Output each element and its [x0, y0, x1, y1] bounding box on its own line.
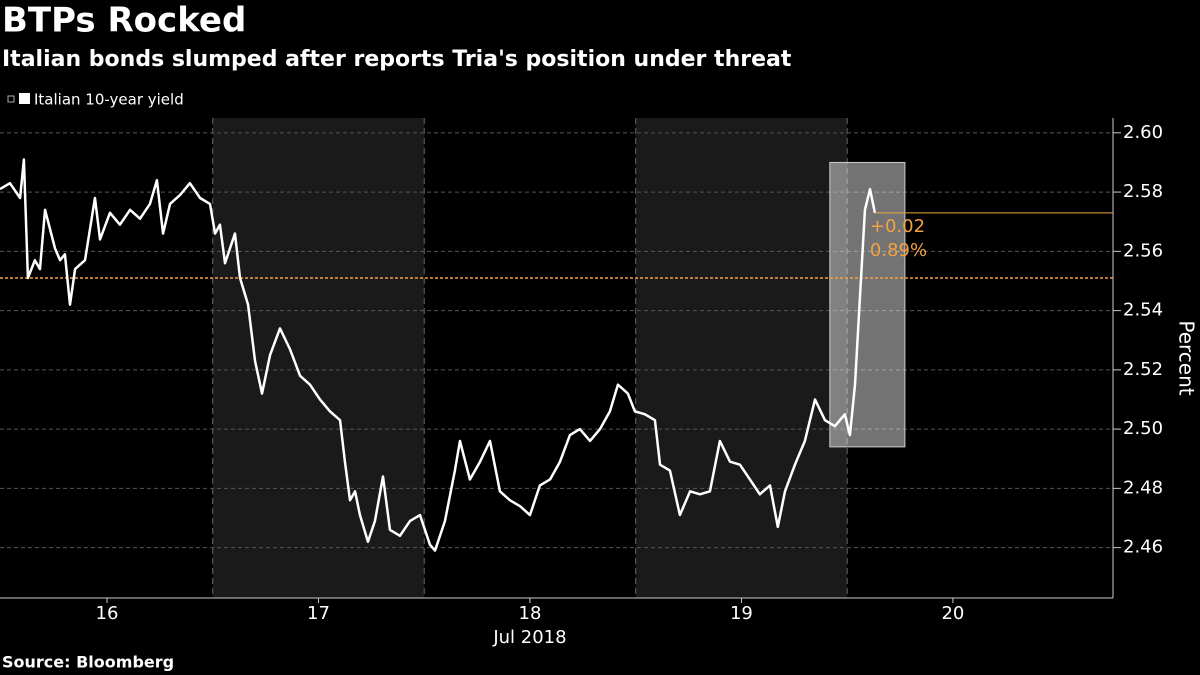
- day-band: [635, 118, 848, 598]
- day-band: [212, 118, 425, 598]
- y-tick-label: 2.58: [1123, 181, 1163, 202]
- legend-toggle: [7, 95, 15, 103]
- x-axis-label: Jul 2018: [492, 627, 566, 648]
- y-tick-label: 2.50: [1123, 418, 1163, 439]
- annotation: 0.89%: [870, 240, 927, 261]
- x-tick-label: 19: [730, 603, 753, 624]
- x-tick-label: 16: [96, 603, 119, 624]
- y-tick-label: 2.46: [1123, 537, 1163, 558]
- x-tick-label: 17: [307, 603, 330, 624]
- x-tick-label: 20: [941, 603, 964, 624]
- y-tick-label: 2.60: [1123, 122, 1163, 143]
- chart-title: BTPs Rocked: [2, 1, 246, 41]
- chart-subtitle: Italian bonds slumped after reports Tria…: [2, 47, 792, 72]
- y-tick-label: 2.54: [1123, 300, 1163, 321]
- annotation: +0.02: [870, 216, 925, 237]
- source: Source: Bloomberg: [2, 653, 174, 672]
- y-tick-label: 2.52: [1123, 359, 1163, 380]
- legend-label: Italian 10-year yield: [34, 91, 184, 109]
- highlight-box: [829, 161, 906, 448]
- x-tick-label: 18: [519, 603, 542, 624]
- y-tick-label: 2.48: [1123, 477, 1163, 498]
- legend-swatch: [19, 93, 30, 104]
- y-axis-label: Percent: [1175, 320, 1199, 395]
- y-tick-label: 2.56: [1123, 240, 1163, 261]
- yield-line: [0, 158, 877, 552]
